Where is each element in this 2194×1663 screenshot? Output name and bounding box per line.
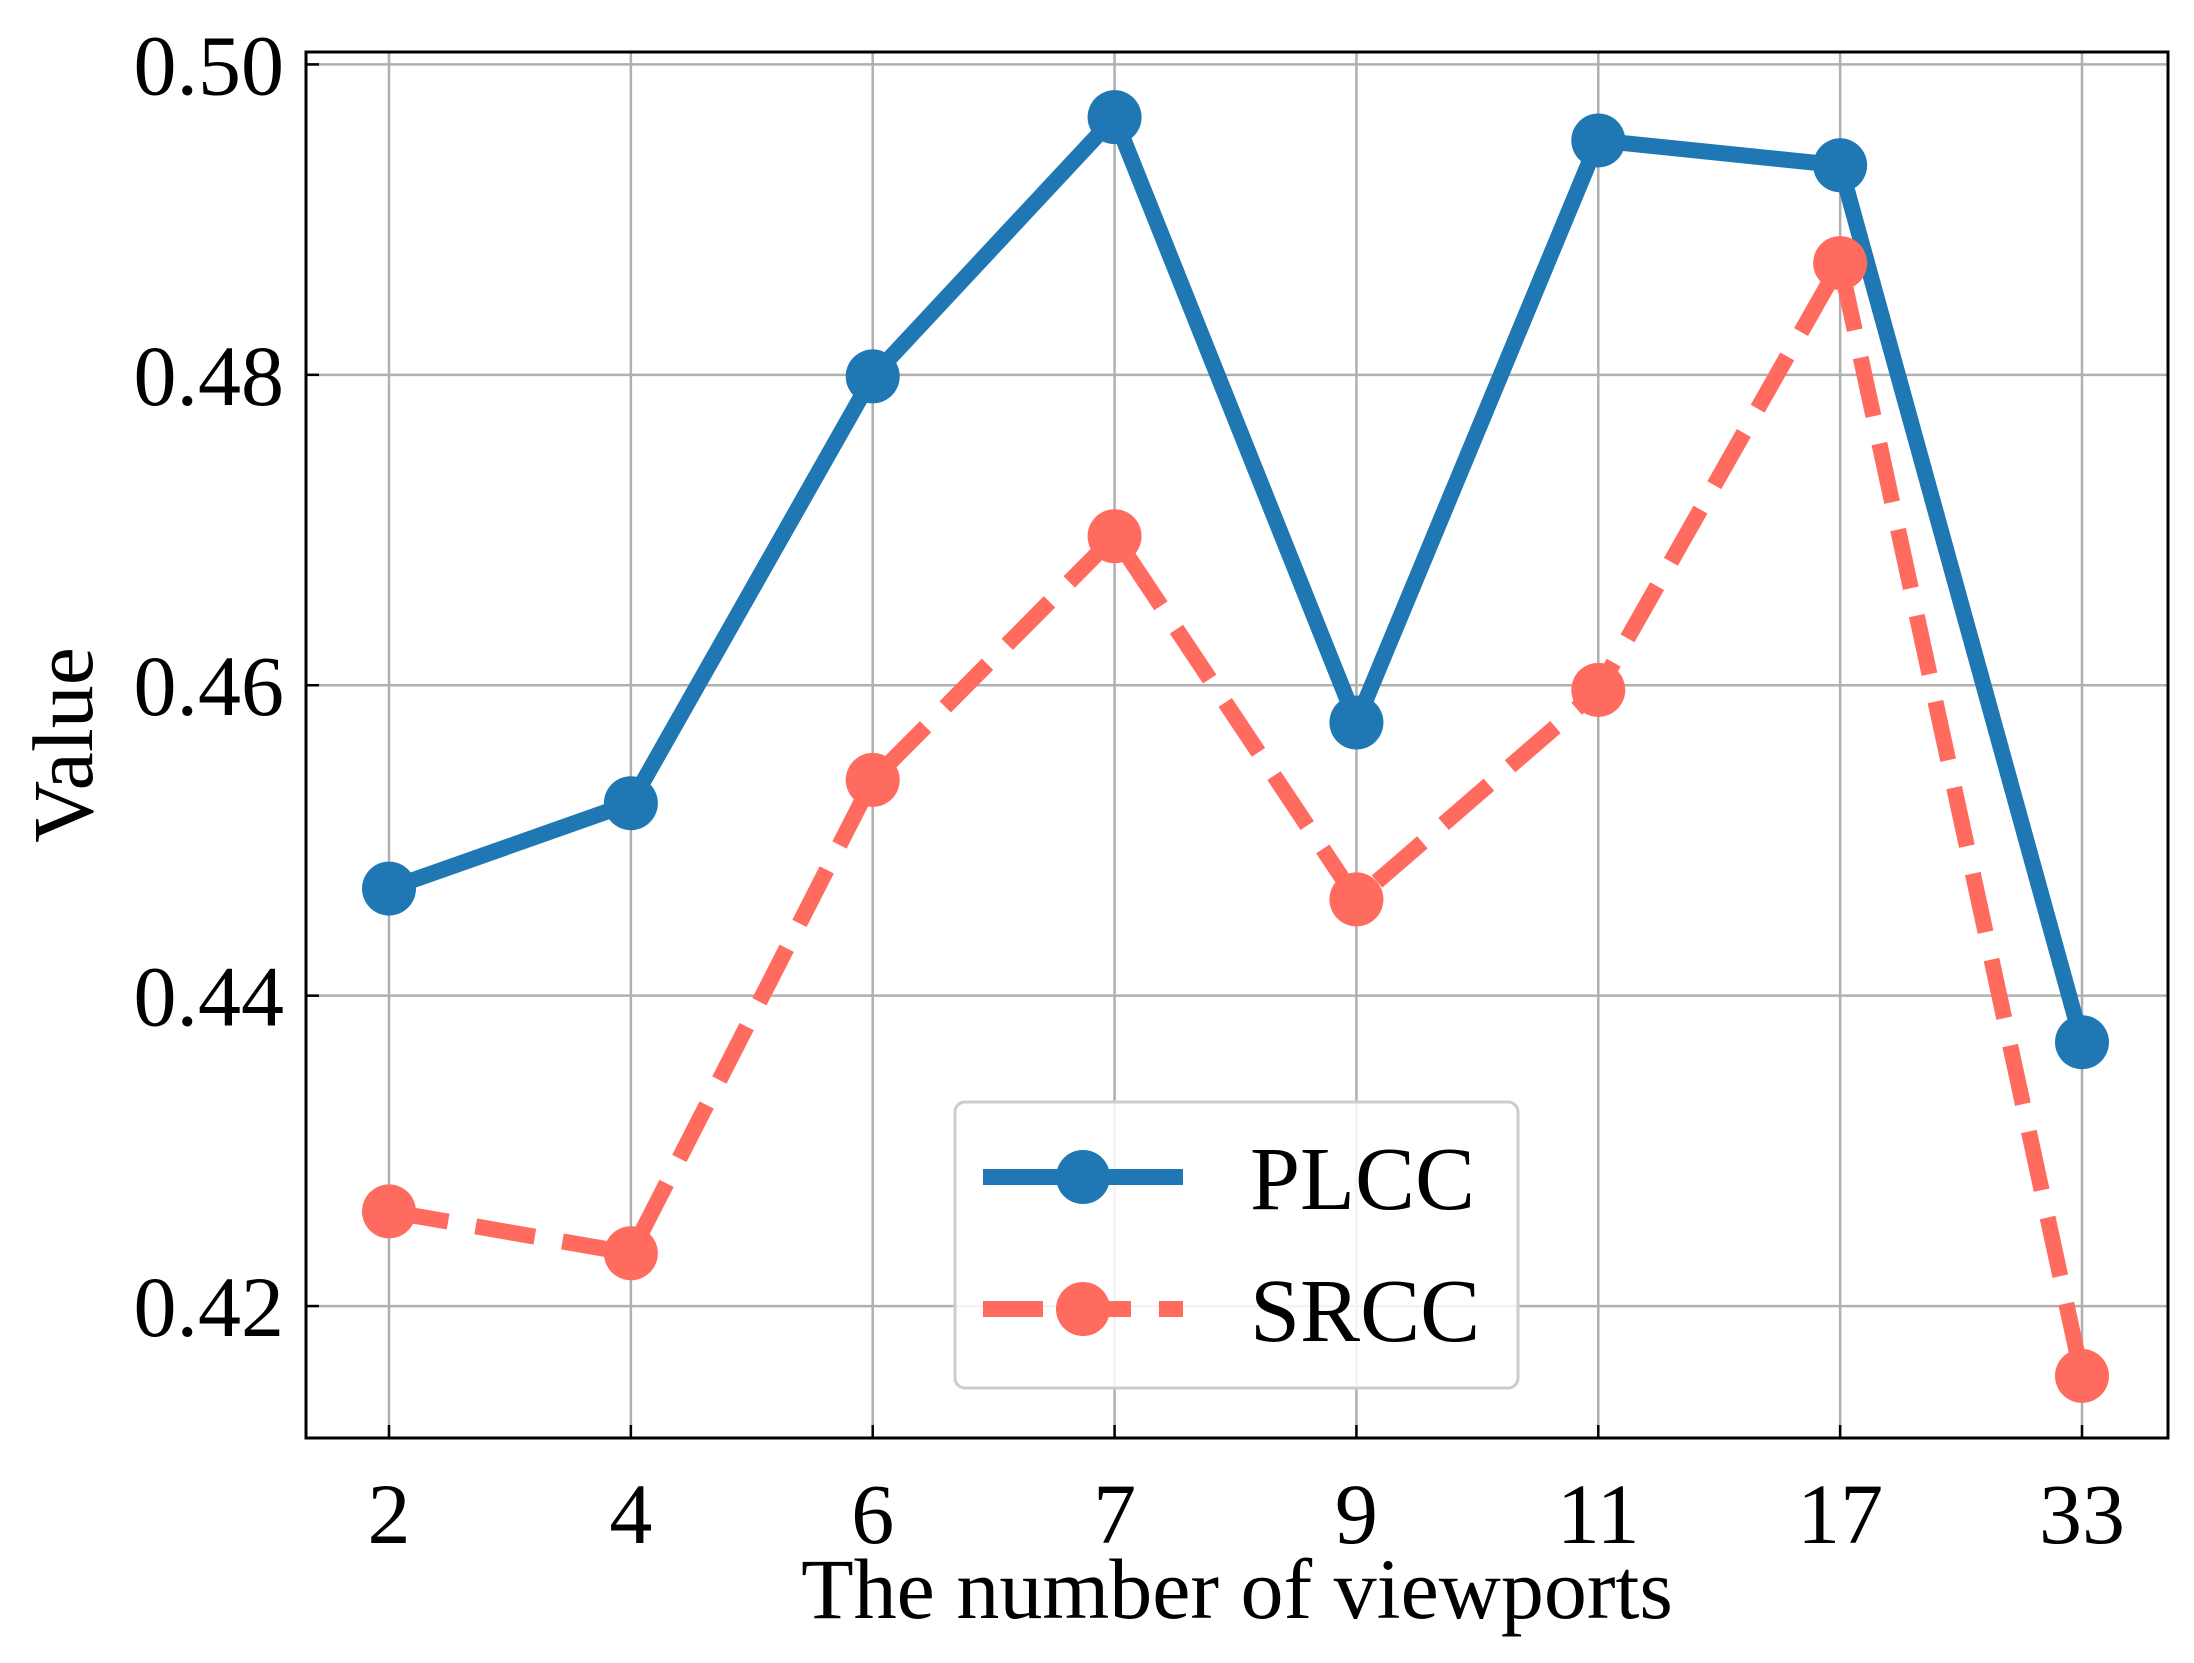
- y-axis-label: Value: [15, 647, 111, 843]
- x-tick-label: 17: [1797, 1466, 1883, 1562]
- data-point-plcc: [362, 861, 416, 916]
- series-layer: [362, 90, 2109, 1403]
- data-point-srcc: [1813, 236, 1868, 291]
- x-tick-label: 11: [1557, 1466, 1640, 1562]
- y-tick-label: 0.48: [134, 328, 285, 424]
- x-tick-label: 6: [851, 1466, 894, 1562]
- legend-label-plcc: PLCC: [1250, 1130, 1475, 1229]
- legend-marker-plcc: [1056, 1150, 1110, 1204]
- data-point-plcc: [1813, 138, 1868, 193]
- data-point-plcc: [1087, 90, 1142, 145]
- data-point-plcc: [603, 776, 658, 831]
- x-tick-label: 2: [368, 1466, 411, 1562]
- axes: [304, 50, 2170, 1440]
- data-point-srcc: [603, 1226, 658, 1281]
- tick-labels: 2 4 6 7 9 11 17 33 0.42 0.44 0.46 0.48 0.50: [134, 17, 2126, 1562]
- legend-marker-srcc: [1056, 1282, 1110, 1336]
- data-point-plcc: [845, 349, 900, 404]
- data-point-plcc: [1571, 113, 1626, 168]
- data-point-srcc: [845, 752, 900, 807]
- y-tick-label: 0.46: [134, 638, 285, 734]
- data-point-srcc: [2055, 1348, 2109, 1403]
- x-tick-label: 4: [609, 1466, 652, 1562]
- data-point-plcc: [1329, 695, 1384, 750]
- series-line-srcc: [387, 255, 2090, 1378]
- plot-frame: [304, 50, 2170, 1440]
- y-tick-label: 0.44: [134, 949, 285, 1045]
- series-line-plcc: [381, 109, 2090, 1051]
- y-tick-label: 0.42: [134, 1259, 285, 1355]
- legend: PLCC SRCC: [953, 1100, 1520, 1390]
- data-point-srcc: [1087, 509, 1142, 564]
- x-tick-label: 33: [2039, 1466, 2125, 1562]
- grid: [306, 52, 2168, 1438]
- legend-label-srcc: SRCC: [1250, 1262, 1480, 1361]
- x-axis-label: The number of viewports: [801, 1541, 1673, 1637]
- data-point-srcc: [362, 1184, 416, 1239]
- data-point-srcc: [1329, 872, 1384, 927]
- x-tick-label: 9: [1335, 1466, 1378, 1562]
- x-tick-label: 7: [1093, 1466, 1136, 1562]
- data-point-srcc: [1571, 662, 1626, 717]
- data-point-plcc: [2055, 1015, 2109, 1070]
- y-tick-label: 0.50: [134, 17, 285, 113]
